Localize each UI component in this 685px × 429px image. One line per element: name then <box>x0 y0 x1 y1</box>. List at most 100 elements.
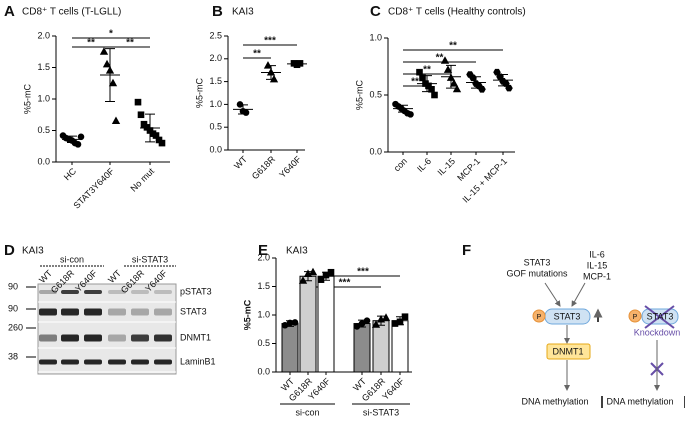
chart-title: CD8⁺ T cells (T-LGLL) <box>22 7 121 18</box>
data-point <box>102 59 112 68</box>
y-tick-label: 0.5 <box>369 89 382 99</box>
blot-band <box>131 334 149 342</box>
significance-label: ** <box>449 41 457 52</box>
y-tick-label: 2.5 <box>209 30 222 40</box>
panel-letter: F <box>462 242 471 259</box>
panel-letter: E <box>258 242 268 259</box>
group-label: si-STAT3 <box>363 407 399 417</box>
y-tick-label: 0.0 <box>369 146 382 156</box>
data-point <box>431 91 438 99</box>
blot-band <box>108 308 126 316</box>
y-tick-label: 0.5 <box>37 125 50 135</box>
blot-band <box>131 290 149 294</box>
diagram-text: IL-6 <box>589 249 605 259</box>
diagram-text: STAT3 <box>554 311 581 321</box>
blot-band <box>108 334 126 342</box>
significance-label: * <box>109 29 113 40</box>
chart-title: KAI3 <box>232 7 254 18</box>
blot-band <box>154 290 172 294</box>
diagram-text: DNA methylation <box>606 396 673 406</box>
diagram-text: DNA methylation <box>521 396 588 406</box>
blot-band <box>154 308 172 316</box>
blot-band <box>84 308 102 316</box>
significance-label: ** <box>411 77 419 88</box>
data-point <box>478 86 486 93</box>
error-bar <box>471 76 481 89</box>
chart-title: CD8⁺ T cells (Healthy controls) <box>388 7 526 18</box>
blot-frame <box>37 283 177 375</box>
y-tick-label: 2.0 <box>37 30 50 40</box>
x-tick-label: STAT3Y640F <box>71 166 116 211</box>
data-point <box>317 276 325 283</box>
data-point <box>440 56 450 64</box>
error-bar <box>67 135 77 143</box>
blot-band <box>108 290 126 294</box>
y-tick-label: 1.0 <box>209 99 222 109</box>
data-point <box>358 320 366 327</box>
error-bar <box>398 104 408 113</box>
blot-band <box>39 334 57 342</box>
blot-band <box>84 359 102 365</box>
protein-label: pSTAT3 <box>180 286 212 296</box>
panel-letter: B <box>212 3 223 20</box>
y-tick-label: 0.0 <box>257 366 270 376</box>
data-point <box>443 65 453 73</box>
y-axis-label: %5-mC <box>354 80 364 111</box>
x-tick-label: HC <box>62 166 79 183</box>
data-point <box>111 116 121 125</box>
bar <box>281 323 299 373</box>
data-point <box>308 267 318 276</box>
protein-label: STAT3 <box>180 306 207 316</box>
panel-letter: A <box>4 3 15 20</box>
data-point <box>396 318 404 326</box>
significance-label: *** <box>357 267 369 278</box>
error-bar <box>292 61 302 66</box>
data-point <box>108 78 118 87</box>
x-tick-label: Y640F <box>380 376 406 402</box>
y-tick-label: 0.5 <box>209 122 222 132</box>
protein-label: LaminB1 <box>180 356 216 366</box>
error-bar <box>105 48 115 103</box>
y-tick-label: 2.0 <box>209 53 222 63</box>
data-point <box>99 47 109 55</box>
y-tick-label: 1.5 <box>257 281 270 291</box>
data-point <box>291 319 299 326</box>
diagram-shapes <box>532 282 685 408</box>
size-marker: 90 <box>8 303 18 313</box>
error-bar <box>145 113 155 143</box>
lane-label: WT <box>106 268 123 285</box>
error-bar <box>498 73 508 87</box>
significance-label: ** <box>423 65 431 76</box>
size-marker: 90 <box>8 281 18 291</box>
blot-band <box>39 359 57 365</box>
blot-band <box>61 334 79 342</box>
data-point <box>407 111 414 118</box>
diagram-text: STAT3 <box>647 311 674 321</box>
error-bar <box>446 64 456 89</box>
data-point <box>158 139 166 147</box>
data-point <box>363 317 371 325</box>
x-tick-label: con <box>392 156 409 173</box>
diagram-text: MCP-1 <box>583 271 611 281</box>
data-point <box>381 313 391 321</box>
y-tick-label: 0.0 <box>209 144 222 154</box>
bar <box>317 275 335 373</box>
blot-band <box>84 334 102 342</box>
error-bar <box>422 75 432 93</box>
diagram-text: GOF mutations <box>506 268 568 278</box>
significance-label: ** <box>436 53 444 64</box>
data-point <box>137 111 145 119</box>
diagram-text: P <box>633 314 638 321</box>
y-tick-label: 1.0 <box>37 93 50 103</box>
y-tick-label: 0.0 <box>37 156 50 166</box>
blot-band <box>39 290 57 294</box>
size-marker: 38 <box>8 351 18 361</box>
data-point <box>353 323 361 330</box>
y-axis-label: %5-mC <box>22 84 32 115</box>
data-point <box>452 84 462 93</box>
blot-band <box>108 359 126 365</box>
diagram-text: DNMT1 <box>553 346 584 356</box>
significance-label: ** <box>87 38 95 49</box>
y-tick-label: 1.0 <box>369 32 382 42</box>
x-tick-label: Y640F <box>277 154 303 180</box>
